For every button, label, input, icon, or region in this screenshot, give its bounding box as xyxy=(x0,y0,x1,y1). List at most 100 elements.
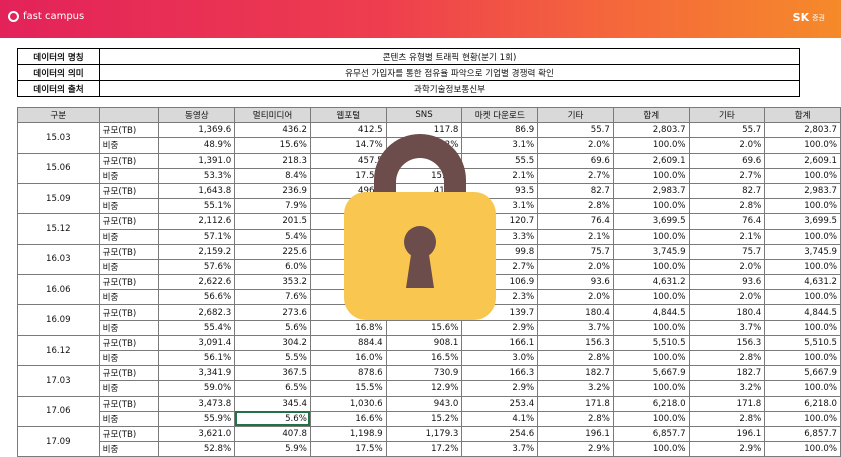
value-cell[interactable]: 884.4 xyxy=(309,334,387,352)
row-kind-cell[interactable]: 비중 xyxy=(98,410,160,427)
value-cell[interactable]: 2.9% xyxy=(688,441,766,457)
value-cell[interactable]: 180.4 xyxy=(537,304,614,321)
value-cell[interactable]: 93.6 xyxy=(688,274,766,291)
row-kind-cell[interactable]: 규모(TB) xyxy=(98,274,160,291)
value-cell[interactable]: 100.0% xyxy=(764,380,841,397)
value-cell[interactable]: 3,473.8 xyxy=(158,395,236,412)
value-cell[interactable]: 1,643.8 xyxy=(158,182,236,200)
value-cell[interactable]: 2,682.3 xyxy=(158,304,236,321)
value-cell[interactable]: 2,983.7 xyxy=(764,182,841,200)
value-cell[interactable]: 3,621.0 xyxy=(158,425,236,443)
row-kind-cell[interactable]: 비중 xyxy=(98,441,160,457)
value-cell[interactable]: 16.6% xyxy=(309,410,387,427)
value-cell[interactable]: 166.3 xyxy=(461,365,539,382)
value-cell[interactable]: 100.0% xyxy=(764,198,841,215)
value-cell[interactable]: 53.3% xyxy=(158,167,236,184)
row-kind-cell[interactable]: 규모(TB) xyxy=(98,243,160,260)
value-cell[interactable]: 52.8% xyxy=(158,441,236,457)
period-cell[interactable]: 16.06 xyxy=(17,274,100,306)
period-cell[interactable]: 17.03 xyxy=(17,365,100,397)
column-header[interactable] xyxy=(98,106,160,124)
value-cell[interactable]: 5.5% xyxy=(234,349,311,367)
value-cell[interactable]: 166.1 xyxy=(461,334,539,352)
value-cell[interactable]: 236.9 xyxy=(234,182,311,200)
row-kind-cell[interactable]: 비중 xyxy=(98,137,160,154)
value-cell[interactable]: 100.0% xyxy=(764,441,841,457)
period-cell[interactable]: 16.09 xyxy=(17,304,100,336)
value-cell[interactable]: 2,159.2 xyxy=(158,243,236,260)
value-cell[interactable]: 254.6 xyxy=(461,425,539,443)
value-cell[interactable]: 2.8% xyxy=(688,198,766,215)
row-kind-cell[interactable]: 비중 xyxy=(98,289,160,306)
value-cell[interactable]: 2.9% xyxy=(461,319,539,336)
value-cell[interactable]: 15.6% xyxy=(234,137,311,154)
value-cell[interactable]: 5,667.9 xyxy=(764,365,841,382)
row-kind-cell[interactable]: 규모(TB) xyxy=(98,425,160,443)
period-cell[interactable]: 16.12 xyxy=(17,334,100,367)
value-cell[interactable]: 1,198.9 xyxy=(309,425,387,443)
value-cell[interactable]: 69.6 xyxy=(688,152,766,169)
value-cell[interactable]: 196.1 xyxy=(537,425,614,443)
value-cell[interactable]: 76.4 xyxy=(688,213,766,230)
row-kind-cell[interactable]: 비중 xyxy=(98,198,160,215)
row-kind-cell[interactable]: 규모(TB) xyxy=(98,152,160,169)
value-cell[interactable]: 59.0% xyxy=(158,380,236,397)
value-cell[interactable]: 1,391.0 xyxy=(158,152,236,169)
period-cell[interactable]: 16.03 xyxy=(17,243,100,276)
value-cell[interactable]: 5,510.5 xyxy=(764,334,841,352)
value-cell[interactable]: 2.7% xyxy=(688,167,766,184)
column-header[interactable]: 멀티미디어 xyxy=(234,106,311,124)
row-kind-cell[interactable]: 규모(TB) xyxy=(98,304,160,321)
value-cell[interactable]: 6,218.0 xyxy=(612,395,690,412)
value-cell[interactable]: 4,844.5 xyxy=(612,304,690,321)
fastcampus-logo[interactable]: fast campus xyxy=(8,11,84,22)
value-cell[interactable]: 367.5 xyxy=(234,365,311,382)
row-kind-cell[interactable]: 규모(TB) xyxy=(98,395,160,412)
value-cell[interactable]: 3,341.9 xyxy=(158,365,236,382)
value-cell[interactable]: 407.8 xyxy=(234,425,311,443)
value-cell[interactable]: 201.5 xyxy=(234,213,311,230)
value-cell[interactable]: 2.0% xyxy=(688,258,766,276)
value-cell[interactable]: 100.0% xyxy=(612,441,690,457)
column-header[interactable]: 동영상 xyxy=(158,106,236,124)
column-header[interactable]: 구분 xyxy=(17,106,100,124)
value-cell[interactable]: 6.0% xyxy=(234,258,311,276)
value-cell[interactable]: 100.0% xyxy=(612,289,690,306)
column-header[interactable]: 합계 xyxy=(764,106,841,124)
value-cell[interactable]: 943.0 xyxy=(385,395,463,412)
value-cell[interactable]: 2.9% xyxy=(461,380,539,397)
value-cell[interactable]: 2.9% xyxy=(537,441,614,457)
value-cell[interactable]: 5,510.5 xyxy=(612,334,690,352)
value-cell[interactable]: 100.0% xyxy=(612,410,690,427)
value-cell[interactable]: 353.2 xyxy=(234,274,311,291)
column-header[interactable]: 기타 xyxy=(688,106,766,124)
value-cell[interactable]: 2.0% xyxy=(688,289,766,306)
value-cell[interactable]: 4,844.5 xyxy=(764,304,841,321)
value-cell[interactable]: 2.1% xyxy=(688,228,766,245)
value-cell[interactable]: 3.0% xyxy=(461,349,539,367)
value-cell[interactable]: 253.4 xyxy=(461,395,539,412)
value-cell[interactable]: 730.9 xyxy=(385,365,463,382)
value-cell[interactable]: 171.8 xyxy=(537,395,614,412)
value-cell[interactable]: 16.8% xyxy=(309,319,387,336)
value-cell[interactable]: 100.0% xyxy=(612,258,690,276)
value-cell[interactable]: 100.0% xyxy=(612,137,690,154)
value-cell[interactable]: 100.0% xyxy=(764,137,841,154)
value-cell[interactable]: 436.2 xyxy=(234,122,311,139)
value-cell[interactable]: 100.0% xyxy=(764,319,841,336)
row-kind-cell[interactable]: 규모(TB) xyxy=(98,213,160,230)
row-kind-cell[interactable]: 비중 xyxy=(98,258,160,276)
value-cell[interactable]: 100.0% xyxy=(612,228,690,245)
value-cell[interactable]: 1,030.6 xyxy=(309,395,387,412)
value-cell[interactable]: 5.4% xyxy=(234,228,311,245)
value-cell[interactable]: 2.7% xyxy=(537,167,614,184)
value-cell[interactable]: 2.8% xyxy=(688,349,766,367)
meta-value[interactable]: 콘텐츠 유형별 트래픽 현황(분기 1회) xyxy=(99,48,800,65)
value-cell[interactable]: 100.0% xyxy=(764,410,841,427)
value-cell[interactable]: 100.0% xyxy=(612,198,690,215)
value-cell[interactable]: 100.0% xyxy=(764,167,841,184)
row-kind-cell[interactable]: 규모(TB) xyxy=(98,122,160,139)
value-cell[interactable]: 6.5% xyxy=(234,380,311,397)
value-cell[interactable]: 6,857.7 xyxy=(764,425,841,443)
value-cell[interactable]: 2,609.1 xyxy=(764,152,841,169)
